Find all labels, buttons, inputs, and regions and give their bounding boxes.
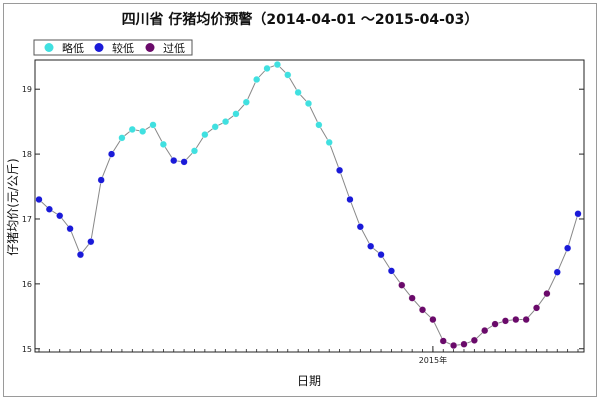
data-point — [356, 223, 364, 231]
data-point — [190, 147, 199, 155]
data-point — [221, 118, 230, 126]
data-point — [460, 340, 468, 348]
data-point — [35, 195, 43, 204]
legend: 略低 较低 过低 — [33, 39, 193, 56]
legend-marker-1 — [44, 43, 54, 52]
data-point — [325, 138, 333, 147]
y-tick-label: 17 — [22, 215, 32, 224]
data-point — [232, 110, 240, 118]
data-point — [450, 341, 458, 350]
data-point — [439, 337, 447, 345]
legend-label-1: 略低 — [62, 41, 84, 55]
data-point — [118, 134, 126, 142]
legend-box — [33, 39, 193, 56]
chart-title: 四川省 仔猪均价预警（2014-04-01 ～2015-04-03） — [122, 11, 479, 28]
data-point — [315, 121, 323, 129]
data-point — [284, 71, 292, 79]
data-point — [304, 99, 313, 108]
data-point — [45, 205, 53, 213]
data-point — [294, 88, 302, 97]
data-point — [377, 251, 385, 259]
data-point — [470, 336, 478, 344]
data-point — [398, 281, 406, 289]
chart-frame — [3, 3, 597, 397]
data-point — [346, 195, 354, 204]
data-point — [553, 268, 561, 276]
data-point — [87, 238, 95, 246]
data-point — [97, 176, 105, 184]
data-point — [107, 150, 116, 158]
data-point — [211, 123, 219, 131]
x-axis-label: 日期 — [297, 374, 321, 388]
y-tick-label: 18 — [22, 150, 32, 159]
data-point — [180, 158, 188, 166]
data-point — [408, 294, 416, 302]
data-point — [522, 315, 530, 324]
y-tick-label: 16 — [22, 280, 32, 289]
x-tick-label: 2015年 — [419, 355, 447, 365]
data-point — [564, 244, 572, 252]
data-point — [491, 320, 499, 328]
legend-marker-3 — [145, 43, 155, 52]
data-points — [35, 60, 582, 350]
data-point — [367, 242, 375, 250]
data-point — [512, 315, 520, 324]
data-point — [263, 64, 271, 73]
data-point — [201, 131, 209, 139]
data-point — [418, 306, 427, 314]
data-point — [242, 98, 250, 106]
data-point — [429, 315, 437, 324]
data-point — [501, 317, 510, 325]
data-point — [574, 210, 582, 218]
data-point — [335, 166, 344, 174]
data-point — [66, 225, 74, 233]
legend-label-3: 过低 — [163, 42, 185, 55]
data-point — [159, 140, 167, 148]
data-point — [128, 125, 136, 134]
y-axis-label: 仔猪均价(元/公斤) — [6, 158, 20, 255]
y-tick-label: 19 — [22, 85, 32, 94]
data-point — [253, 75, 261, 84]
x-axis: 2015年 — [38, 346, 579, 365]
data-point — [56, 212, 64, 220]
data-point — [481, 326, 489, 335]
data-point — [139, 127, 147, 135]
data-point — [543, 290, 551, 298]
data-point — [170, 156, 178, 165]
legend-label-2: 较低 — [112, 41, 134, 55]
data-point — [273, 60, 282, 69]
data-point — [149, 121, 157, 129]
data-point — [387, 267, 396, 275]
data-point — [76, 251, 85, 259]
plot-area — [34, 59, 585, 353]
data-point — [532, 304, 541, 312]
y-axis: 15 16 17 18 19 — [22, 85, 584, 354]
legend-marker-2 — [94, 43, 104, 52]
y-tick-label: 15 — [22, 345, 32, 354]
